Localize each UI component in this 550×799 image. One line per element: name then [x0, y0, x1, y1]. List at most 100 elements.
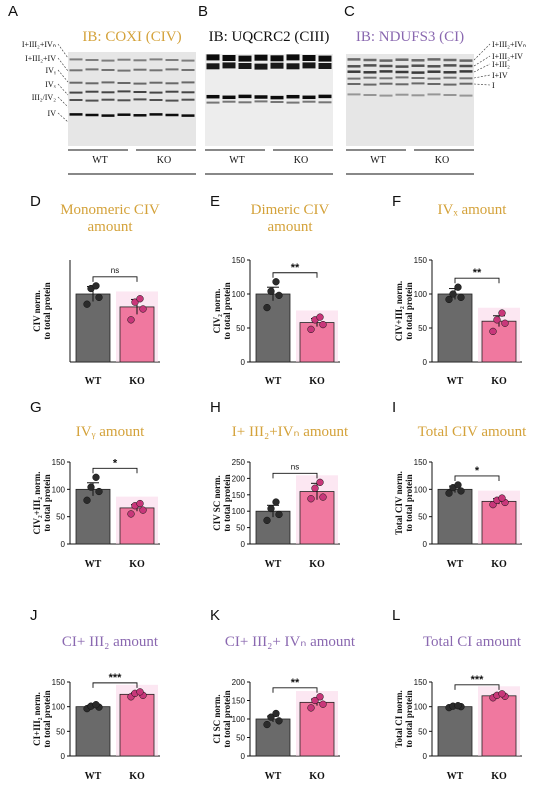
y-tick-label: 50: [236, 324, 245, 333]
panel-letter: D: [30, 193, 41, 210]
blot-band: [222, 55, 236, 61]
band-pointer: [473, 83, 491, 86]
panel-letter: E: [210, 193, 220, 210]
data-point: [83, 496, 91, 504]
y-tick-label: 150: [232, 697, 246, 706]
data-point: [319, 700, 327, 708]
significance-label: *: [113, 457, 118, 469]
blot-band: [443, 83, 457, 86]
y-tick-label: 100: [414, 703, 428, 712]
blot-band: [379, 64, 393, 68]
bar: [299, 322, 335, 363]
blot-panel-c: CIB: NDUFS3 (CI)WT KOI+III₂+IVₙI+III₂+IVI…: [344, 3, 526, 175]
x-tick-label: KO: [129, 376, 145, 387]
bar: [75, 293, 111, 363]
blot-band: [101, 59, 115, 62]
data-point: [275, 510, 283, 519]
x-tick-label: KO: [491, 771, 507, 782]
data-point: [267, 713, 275, 721]
bar: [299, 701, 335, 757]
blot-band: [286, 54, 300, 61]
significance-label: ns: [291, 462, 299, 471]
panel-letter: A: [8, 3, 18, 20]
data-point: [92, 473, 100, 481]
bar: [75, 488, 111, 545]
blot-band: [395, 65, 409, 68]
blot-band: [443, 76, 457, 79]
blot-band: [443, 71, 457, 74]
blot-band: [318, 63, 332, 69]
x-tick-label: KO: [491, 376, 507, 387]
y-tick-label: 100: [52, 703, 66, 712]
data-point: [139, 506, 147, 514]
data-point: [136, 295, 144, 303]
blot-band: [254, 54, 268, 61]
blot-image: [205, 54, 333, 146]
blot-band: [85, 99, 99, 102]
band-pointer: [473, 43, 491, 61]
blot-band: [318, 94, 332, 99]
blot-band: [181, 69, 195, 71]
blot-band: [181, 91, 195, 94]
y-axis-label: CIV₂ norm.: [212, 289, 222, 334]
blot-band: [133, 68, 147, 71]
blot-band: [395, 70, 409, 74]
band-pointer: [473, 74, 491, 79]
blot-band: [85, 82, 99, 85]
blot-band: [411, 59, 425, 62]
y-tick-label: 0: [241, 540, 246, 549]
significance-bracket: [454, 684, 500, 690]
y-tick-label: 50: [418, 324, 427, 333]
data-point: [501, 319, 509, 327]
significance-bracket: [272, 687, 318, 693]
y-tick-label: 0: [241, 358, 246, 367]
blot-band: [206, 101, 220, 104]
blot-band: [117, 82, 131, 84]
y-axis-label: to total protein: [404, 282, 414, 339]
bar: [481, 695, 517, 757]
blot-title: IB: COXI (CIV): [82, 29, 181, 45]
data-point: [457, 293, 465, 302]
blot-band: [347, 70, 361, 73]
data-point: [95, 293, 103, 302]
group-label-ko: KO: [435, 155, 449, 166]
blot-band: [270, 101, 284, 103]
data-point: [311, 696, 319, 705]
band-pointer: [57, 112, 69, 123]
significance-bracket: [92, 682, 138, 688]
panel-letter: B: [198, 3, 208, 20]
blot-band: [347, 93, 361, 96]
blot-band: [133, 59, 147, 62]
panel-letter: H: [210, 399, 221, 416]
blot-band: [254, 63, 268, 70]
panel-letter: K: [210, 607, 220, 624]
chart-title: CI+ III₂+ IVₙ amount: [225, 634, 356, 650]
blot-band: [85, 113, 99, 117]
band-label: IV: [48, 109, 57, 118]
data-point: [87, 483, 95, 491]
blot-band: [206, 63, 220, 70]
blot-band: [363, 71, 377, 74]
data-point: [454, 481, 462, 489]
panel-letter: G: [30, 399, 42, 416]
bar: [481, 500, 517, 545]
data-point: [489, 327, 497, 336]
data-point: [136, 688, 144, 696]
blot-band: [379, 82, 393, 85]
y-axis-label: to total protein: [222, 690, 232, 747]
data-point: [272, 498, 280, 506]
significance-label: **: [291, 677, 300, 689]
data-point: [445, 295, 453, 304]
bar: [437, 706, 473, 757]
blot-band: [69, 113, 83, 116]
significance-label: **: [291, 262, 300, 274]
x-tick-label: WT: [85, 771, 102, 782]
data-point: [272, 709, 280, 718]
blot-band: [165, 59, 179, 61]
blot-band: [347, 65, 361, 68]
x-tick-label: KO: [491, 559, 507, 570]
blot-band: [238, 55, 252, 62]
blot-band: [347, 58, 361, 61]
blot-title: IB: NDUFS3 (CI): [356, 29, 464, 45]
